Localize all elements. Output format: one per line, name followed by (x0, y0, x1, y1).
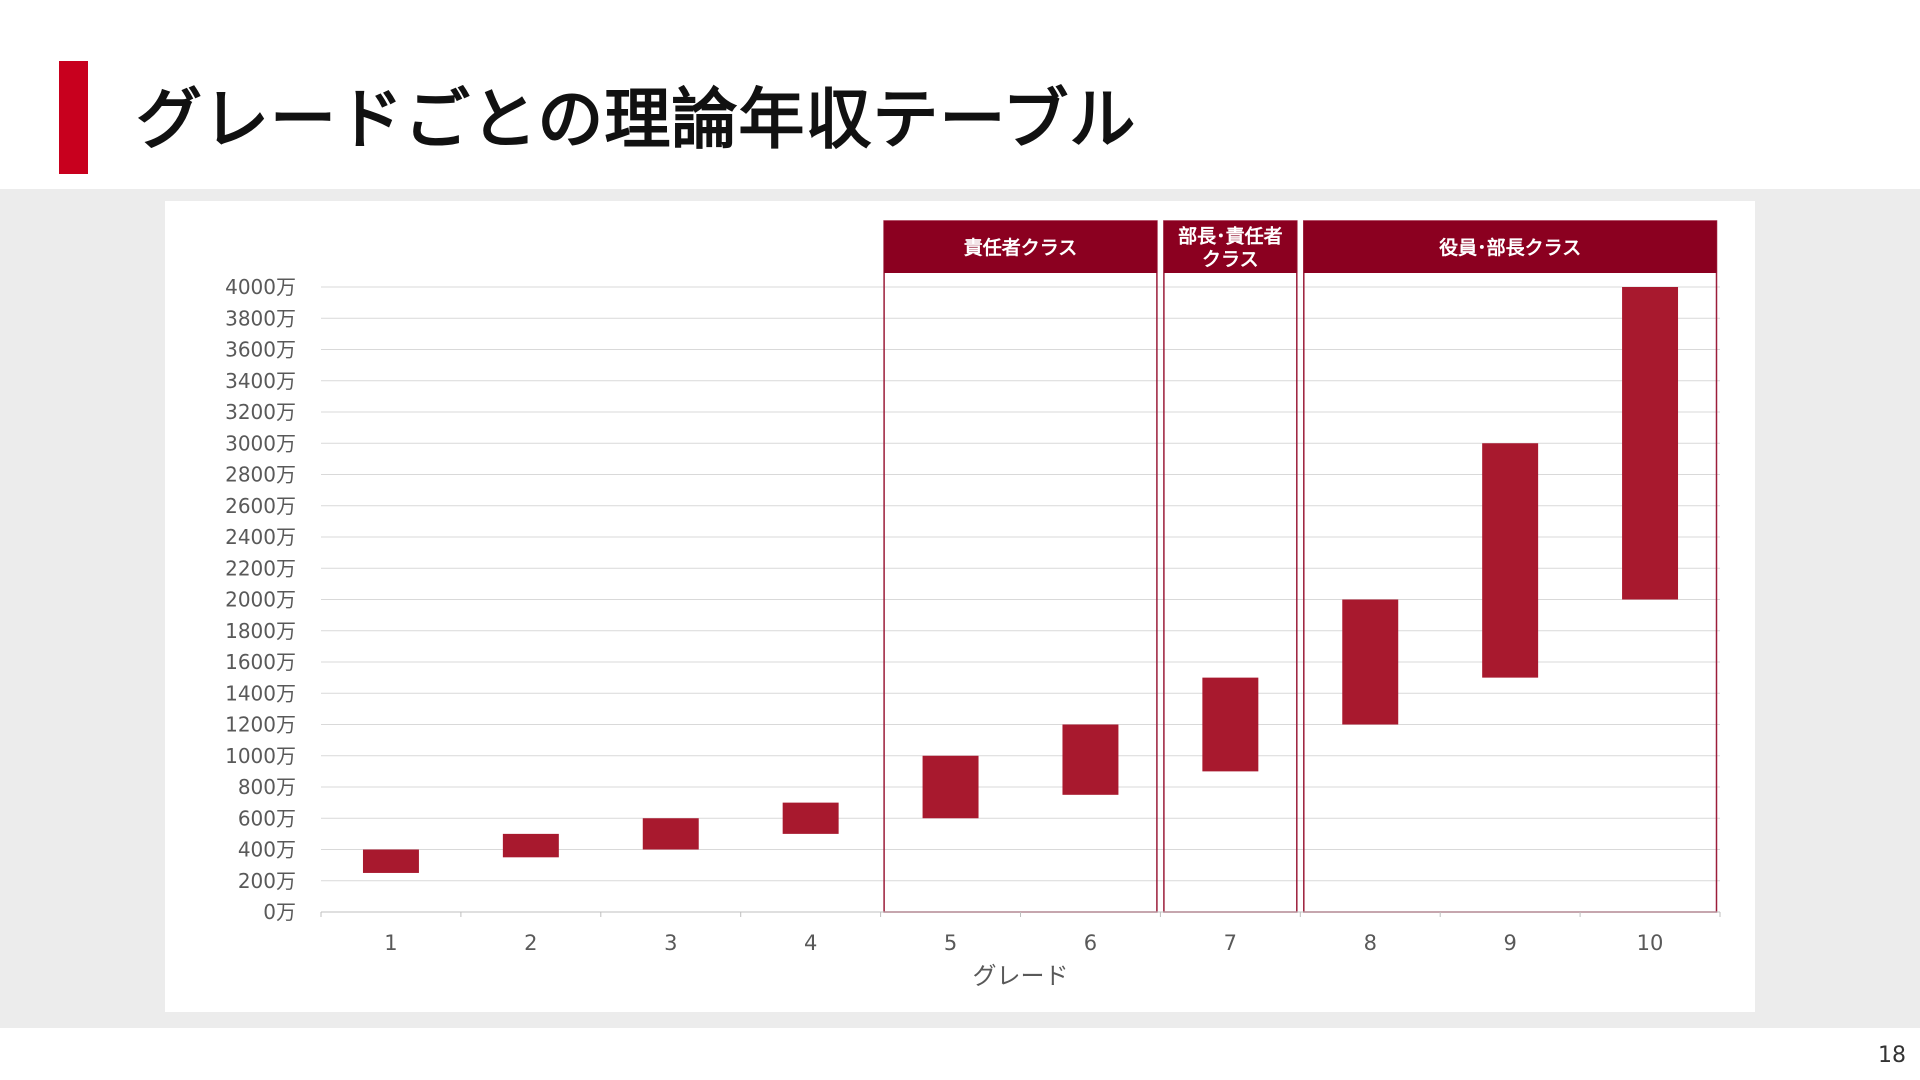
class-group-box (1163, 220, 1298, 913)
class-group-header (884, 221, 1157, 273)
y-tick-label: 4000万 (225, 275, 296, 299)
x-tick-label: 7 (1224, 931, 1237, 955)
y-tick-label: 200万 (238, 869, 296, 893)
x-tick-label: 5 (944, 931, 957, 955)
title-accent-bar (59, 61, 88, 174)
y-tick-label: 3400万 (225, 369, 296, 393)
class-group-label: 責任者クラス (964, 236, 1078, 259)
salary-range-bar-grade-4 (782, 802, 839, 834)
x-tick-label: 1 (384, 931, 397, 955)
y-tick-label: 3000万 (225, 431, 296, 455)
y-tick-label: 3200万 (225, 400, 296, 424)
x-tick-label: 4 (804, 931, 817, 955)
salary-range-bar-grade-10 (1622, 287, 1679, 600)
y-tick-label: 1200万 (225, 713, 296, 737)
x-tick-label: 6 (1084, 931, 1097, 955)
salary-range-bar-grade-5 (922, 755, 979, 819)
x-tick-label: 9 (1503, 931, 1516, 955)
class-group-label: 役員･部長クラス (1439, 236, 1581, 259)
x-tick-label: 2 (524, 931, 537, 955)
page-number: 18 (1878, 1043, 1906, 1068)
salary-range-bar-grade-1 (362, 849, 419, 873)
y-tick-label: 1600万 (225, 650, 296, 674)
y-tick-label: 600万 (238, 806, 296, 830)
y-tick-label: 3600万 (225, 338, 296, 362)
class-group-label: クラス (1202, 249, 1259, 271)
x-axis-title: グレード (973, 962, 1069, 990)
y-tick-label: 1400万 (225, 681, 296, 705)
x-tick-label: 8 (1364, 931, 1377, 955)
page-title: グレードごとの理論年収テーブル (136, 81, 1137, 158)
chart-panel: 0万 200万 400万 600万 800万 1000万 1200万 1400万 1600万 18… (165, 201, 1755, 1012)
y-tick-label: 2600万 (225, 494, 296, 518)
y-tick-label: 400万 (238, 838, 296, 862)
class-group-header (1303, 221, 1717, 273)
y-tick-label: 3800万 (225, 306, 296, 330)
y-tick-label: 2400万 (225, 525, 296, 549)
salary-range-bar-grade-2 (502, 833, 559, 858)
class-group-header (1163, 221, 1297, 273)
y-tick-label: 2000万 (225, 588, 296, 612)
class-group-label: 部長･責任者 (1178, 225, 1283, 248)
y-tick-label: 2200万 (225, 556, 296, 580)
y-tick-label: 0万 (263, 900, 296, 924)
salary-range-bar-grade-6 (1062, 724, 1119, 795)
salary-range-bar-grade-7 (1202, 677, 1259, 772)
salary-range-bar-grade-3 (642, 818, 699, 850)
y-tick-label: 1800万 (225, 619, 296, 643)
range-bar-chart: 0万200万400万600万800万1000万1200万1400万1600万18… (225, 220, 1721, 990)
y-tick-label: 800万 (238, 775, 296, 799)
y-tick-label: 1000万 (225, 744, 296, 768)
salary-range-bar-grade-8 (1342, 599, 1399, 725)
x-tick-label: 3 (664, 931, 677, 955)
salary-range-bar-grade-9 (1482, 443, 1539, 678)
y-tick-label: 2800万 (225, 463, 296, 487)
x-tick-label: 10 (1637, 931, 1664, 955)
